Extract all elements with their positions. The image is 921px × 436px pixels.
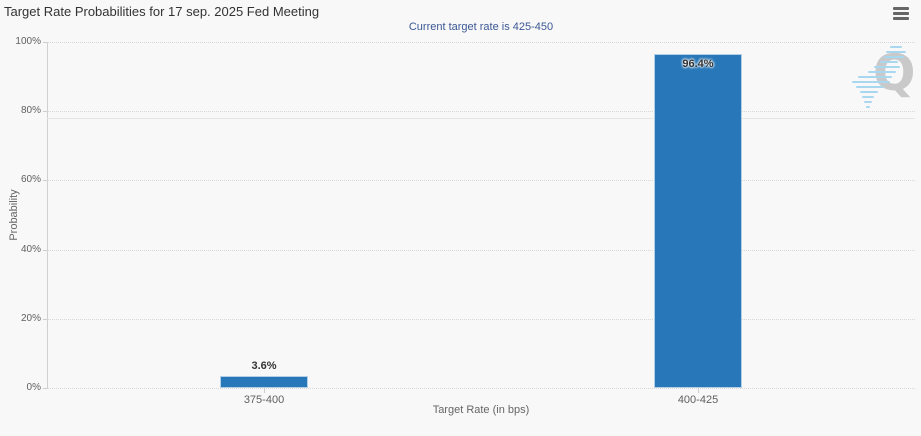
y-tick-label: 0% xyxy=(26,382,41,393)
y-tick-label: 100% xyxy=(15,36,41,47)
y-tick-label: 40% xyxy=(20,244,41,255)
hamburger-menu-icon xyxy=(893,7,909,21)
y-tick-mark xyxy=(43,250,47,251)
x-tick-label: 375-400 xyxy=(243,394,285,406)
y-tick-mark xyxy=(43,180,47,181)
gridline xyxy=(47,250,915,251)
y-tick-mark xyxy=(43,111,47,112)
x-tick-mark xyxy=(264,388,265,393)
y-tick-label: 60% xyxy=(20,174,41,185)
gridline xyxy=(47,388,915,389)
plot-area: 0% 20% 40% 60% 80% 100% 3.6% 375-400 96.4% 400-42… xyxy=(15,36,915,406)
y-tick-mark xyxy=(43,319,47,320)
y-tick-mark xyxy=(43,42,47,43)
chart-context-menu-button[interactable] xyxy=(890,5,912,23)
y-tick-mark xyxy=(43,388,47,389)
gridline xyxy=(47,111,915,112)
y-axis-title: Probability xyxy=(8,189,20,241)
y-axis-line xyxy=(47,42,48,388)
chart-title: Target Rate Probabilities for 17 sep. 20… xyxy=(4,4,320,19)
bar-400-425[interactable] xyxy=(654,54,742,388)
gridline xyxy=(47,180,915,181)
x-axis-title: Target Rate (in bps) xyxy=(432,404,530,416)
bar-value-label: 3.6% xyxy=(251,360,277,372)
x-tick-mark xyxy=(698,388,699,393)
gridline xyxy=(47,319,915,320)
y-tick-label: 20% xyxy=(20,313,41,324)
bar-value-label: 96.4% xyxy=(682,58,714,70)
bar-375-400[interactable] xyxy=(220,376,308,388)
y-tick-label: 80% xyxy=(20,105,41,116)
x-tick-label: 400-425 xyxy=(677,394,719,406)
chart-subtitle: Current target rate is 425-450 xyxy=(408,21,554,33)
faint-horizontal-line xyxy=(47,118,915,119)
gridline xyxy=(47,42,915,43)
